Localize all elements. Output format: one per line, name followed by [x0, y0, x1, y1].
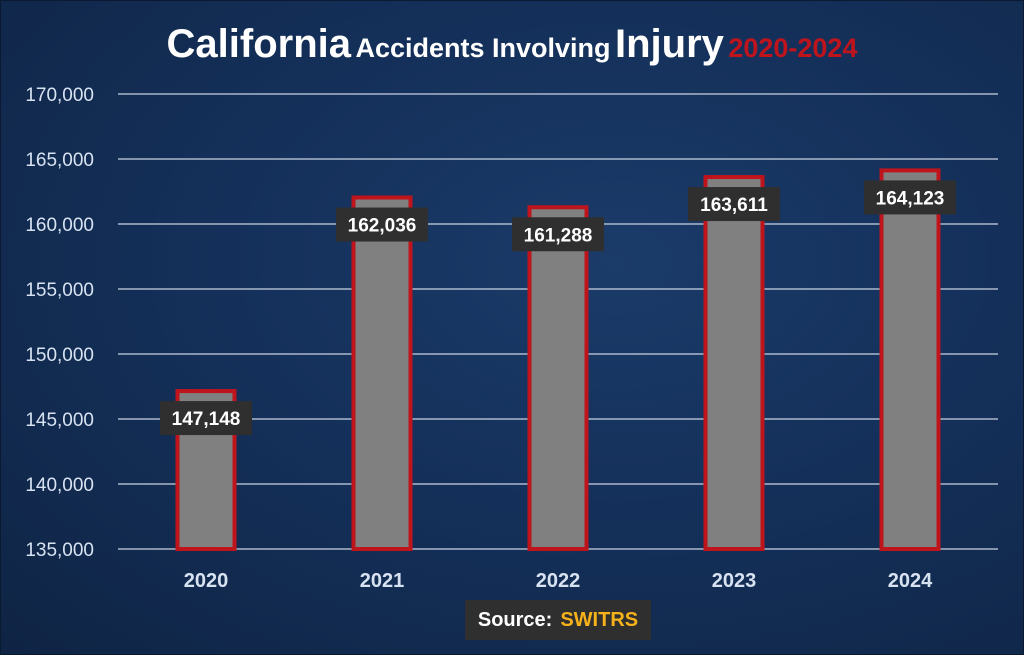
chart-title: California Accidents Involving Injury 20…	[0, 22, 1024, 67]
y-tick-label: 140,000	[25, 475, 94, 496]
y-tick-label: 135,000	[25, 540, 94, 561]
data-label-box	[512, 217, 604, 252]
data-labels: 147,148 162,036 161,288 163,611 164,123	[160, 180, 956, 436]
x-tick-label: 2022	[536, 570, 581, 592]
y-tick-label: 170,000	[25, 85, 94, 106]
title-part-california: California	[166, 22, 352, 66]
x-tick-label: 2020	[184, 570, 229, 592]
source-box: Source: SWITRS	[465, 600, 651, 640]
y-tick-label: 145,000	[25, 410, 94, 431]
source-label: Source:	[477, 608, 553, 631]
data-label-box	[688, 187, 780, 222]
x-tick-label: 2021	[360, 570, 405, 592]
source-value: SWITRS	[560, 608, 639, 631]
data-label: 161,288	[524, 225, 593, 246]
title-part-injury: Injury	[614, 22, 724, 66]
data-label: 164,123	[876, 188, 945, 209]
y-tick-label: 165,000	[25, 150, 94, 171]
x-tick-label: 2023	[712, 570, 757, 592]
y-axis-ticks: 135,000 140,000 145,000 150,000 155,000 160,0…	[25, 85, 94, 561]
data-label-box	[864, 180, 956, 215]
bar-2021	[351, 195, 413, 551]
y-tick-label: 155,000	[25, 280, 94, 301]
x-tick-label: 2024	[888, 570, 933, 592]
bar-2022	[527, 205, 589, 551]
bar-2023	[703, 175, 765, 551]
title-part-years: 2020-2024	[728, 33, 858, 63]
data-label-box	[160, 401, 252, 436]
data-label-box	[336, 207, 428, 242]
y-tick-label: 160,000	[25, 215, 94, 236]
data-label: 163,611	[700, 195, 768, 216]
x-axis-ticks: 2020 2021 2022 2023 2024	[184, 570, 933, 592]
data-label: 147,148	[172, 409, 241, 430]
y-tick-label: 150,000	[25, 345, 94, 366]
bar-2024	[879, 168, 941, 551]
title-part-accidents: Accidents Involving	[355, 33, 611, 63]
data-label: 162,036	[348, 216, 417, 237]
